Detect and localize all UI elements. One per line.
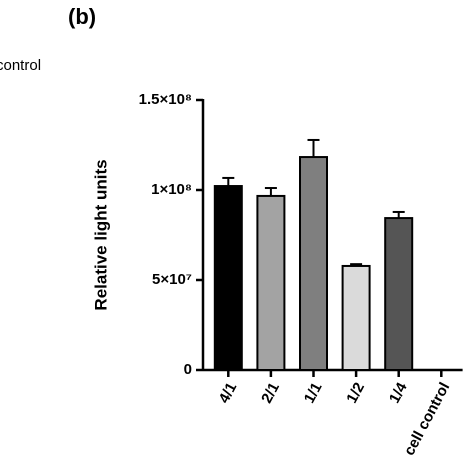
y-tick-label: 0 (184, 361, 192, 378)
annotation: control (0, 57, 41, 74)
x-tick-label: 2/1 (258, 380, 283, 406)
y-axis-label: Relative light units (91, 159, 110, 310)
bar (341, 264, 371, 371)
y-tick-label: 1.5×10⁸ (139, 91, 192, 108)
x-tick-label: 4/1 (216, 380, 241, 406)
panel-label: (b) (68, 4, 96, 29)
bar (384, 217, 414, 371)
bar (299, 156, 328, 371)
y-tick-label: 5×10⁷ (152, 271, 192, 288)
y-tick-label: 1×10⁸ (151, 181, 192, 198)
x-tick-label: 1/2 (343, 380, 368, 406)
x-tick-label: 1/1 (301, 380, 326, 406)
bar (213, 185, 243, 371)
bar (256, 194, 286, 371)
x-tick-label: 1/4 (386, 379, 411, 406)
